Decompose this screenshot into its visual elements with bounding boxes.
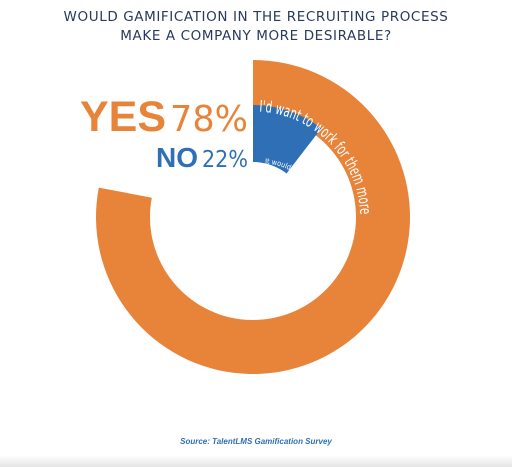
- source-note: Source: TalentLMS Gamification Survey: [180, 437, 332, 446]
- yes-value-label: 78%: [170, 99, 248, 140]
- no-value-label: 22%: [202, 147, 248, 173]
- chart-title: WOULD GAMIFICATION IN THE RECRUITING PRO…: [0, 8, 512, 46]
- bottom-shadow: [0, 455, 512, 467]
- yes-key-label: YES: [80, 93, 166, 141]
- no-key-label: NO: [156, 142, 198, 173]
- chart-title-line-2: MAKE A COMPANY MORE DESIRABLE?: [120, 28, 392, 44]
- chart-title-line-1: WOULD GAMIFICATION IN THE RECRUITING PRO…: [63, 9, 449, 25]
- slice-yes: [95, 60, 411, 375]
- donut-hub: [197, 162, 308, 272]
